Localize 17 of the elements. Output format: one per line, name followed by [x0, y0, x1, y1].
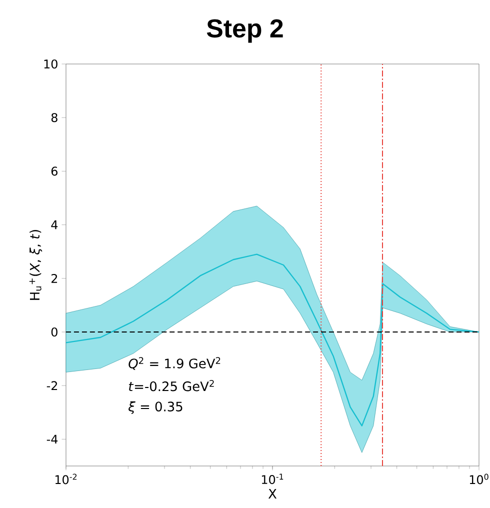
- y-tick-label: 0: [51, 327, 58, 337]
- annotation: ξ = 0.35: [128, 401, 182, 414]
- x-axis-title: X: [268, 489, 277, 498]
- y-tick-label: 8: [51, 113, 58, 122]
- chart-title: Step 2: [206, 19, 283, 43]
- x-tick-label: 10$^{-1}$: [262, 474, 284, 484]
- y-tick-label: 6: [51, 166, 58, 176]
- x-tick-label: 10$^{0}$: [470, 474, 488, 484]
- y-tick-label: 10: [44, 59, 58, 69]
- y-tick-label: -4: [46, 434, 58, 444]
- y-tick-label: 2: [52, 274, 58, 283]
- y-tick-label: 4: [51, 220, 58, 230]
- y-tick-label: -2: [46, 381, 58, 390]
- x-tick-label: 10$^{-2}$: [55, 474, 77, 484]
- annotation: t=-0.25 GeV$^{2}$: [128, 380, 214, 392]
- annotation: Q$^{2}$ = 1.9 GeV$^{2}$: [128, 357, 220, 370]
- text: H$_{u}$$^{+}$(X, ξ, t): [29, 230, 42, 300]
